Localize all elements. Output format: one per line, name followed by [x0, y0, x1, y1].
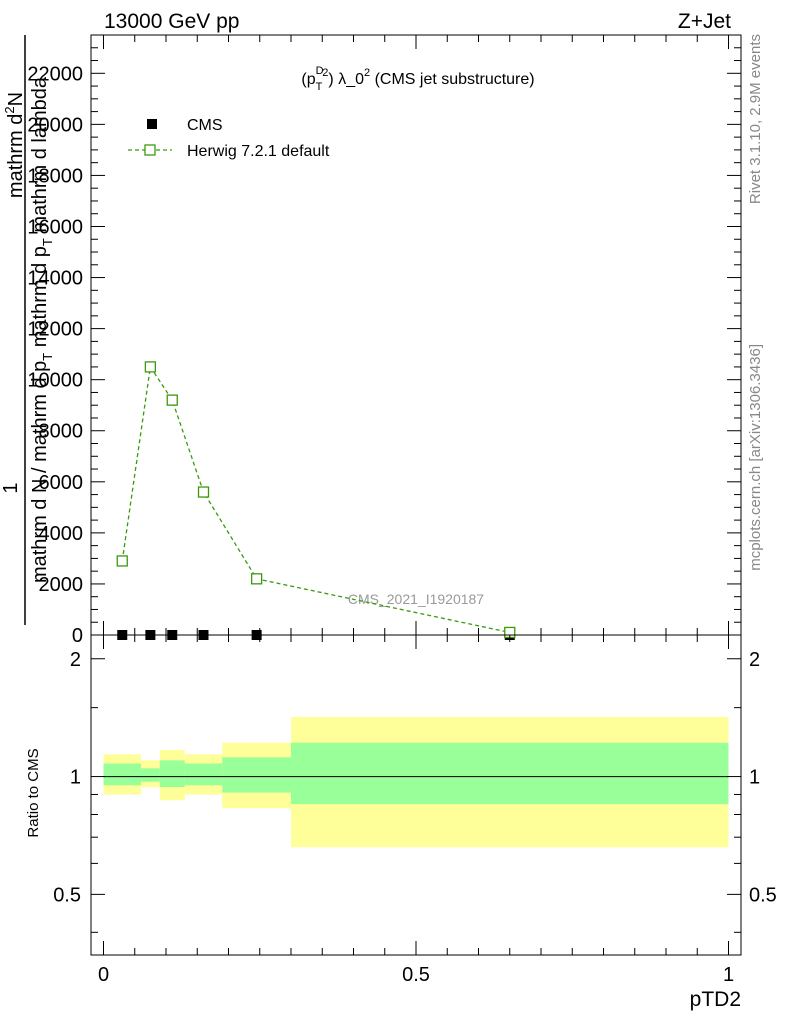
main-ytick-label: 18000: [27, 165, 83, 187]
x-axis-label: pTD2: [690, 988, 741, 1011]
main-ytick-label: 10000: [27, 370, 83, 392]
main-ytick-label: 22000: [27, 63, 83, 85]
ratio-band-inner: [103, 763, 141, 786]
ylabel-numerator: mathrm d2N: [2, 92, 27, 198]
herwig-point: [116, 555, 128, 567]
main-x-ticks: [103, 35, 729, 635]
watermark: CMS_2021_I1920187: [348, 591, 484, 607]
ratio-ytick-label-right: 2: [749, 649, 760, 671]
main-panel: 0 2000 4000 6000 8000 10000 12000 14000 16000 180…: [27, 34, 742, 647]
legend: CMS Herwig 7.2.1 default: [128, 117, 330, 160]
ratio-bands: [103, 716, 729, 848]
ratio-panel: 0.5 0.51 12 2 0 0.5 1: [53, 634, 777, 986]
main-ytick-label: 12000: [27, 319, 83, 341]
ratio-band-inner: [159, 760, 185, 788]
herwig-point: [250, 573, 263, 585]
main-ytick-label: 20000: [27, 114, 83, 136]
ratio-ylabel: Ratio to CMS: [25, 748, 42, 837]
rivet-label: Rivet 3.1.10, 2.9M events: [747, 34, 764, 204]
herwig-point: [166, 394, 178, 406]
ratio-y-ticks: 0.5 0.5 1 1 2 2: [53, 649, 777, 933]
legend-herwig-marker: [144, 144, 156, 156]
main-ytick-label: 14000: [27, 268, 83, 290]
xtick-label: 1: [723, 964, 734, 986]
ratio-band-inner: [184, 763, 223, 786]
ratio-x-ticks: 0 0.5 1: [98, 635, 734, 986]
header-right: Z+Jet: [678, 10, 731, 33]
legend-cms-label: CMS: [187, 117, 223, 134]
ratio-ytick-label-right: 0.5: [749, 884, 777, 906]
main-ytick-label: 2000: [39, 574, 84, 596]
main-ytick-label: 16000: [27, 216, 83, 238]
ylabel-one: 1: [0, 482, 22, 493]
ratio-ytick-label-left: 2: [70, 649, 81, 671]
ratio-ytick-label-left: 0.5: [53, 884, 81, 906]
legend-cms-marker: [147, 119, 157, 129]
herwig-line: [121, 365, 510, 634]
mcplots-label: mcplots.cern.ch [arXiv:1306.3436]: [747, 344, 764, 571]
ratio-band-inner: [291, 742, 729, 805]
ratio-ytick-label-left: 1: [70, 767, 81, 789]
header-left: 13000 GeV pp: [104, 10, 239, 33]
xtick-label: 0.5: [402, 964, 430, 986]
main-title: (pD T2) λ_02 (CMS jet substructure): [301, 65, 534, 93]
main-ytick-label: 0: [72, 625, 83, 647]
ylabel-denominator: mathrm d N / mathrm d pT mathrm d pT mat…: [29, 76, 55, 583]
herwig-point: [144, 361, 157, 373]
main-ytick-label: 4000: [39, 523, 84, 545]
main-ytick-label: 6000: [39, 472, 84, 494]
main-ytick-label: 8000: [39, 421, 84, 443]
ratio-ytick-label-right: 1: [749, 767, 760, 789]
xtick-label: 0: [98, 964, 109, 986]
legend-herwig-label: Herwig 7.2.1 default: [187, 143, 330, 160]
main-y-ticks: 0 2000 4000 6000 8000 10000 12000 14000 16000 180…: [27, 34, 741, 647]
herwig-point: [197, 486, 210, 498]
ratio-band-inner: [141, 768, 160, 782]
main-ylabel: 1 mathrm d2N mathrm d N / mathrm d pT ma…: [0, 35, 55, 625]
ratio-band-inner: [222, 757, 291, 793]
